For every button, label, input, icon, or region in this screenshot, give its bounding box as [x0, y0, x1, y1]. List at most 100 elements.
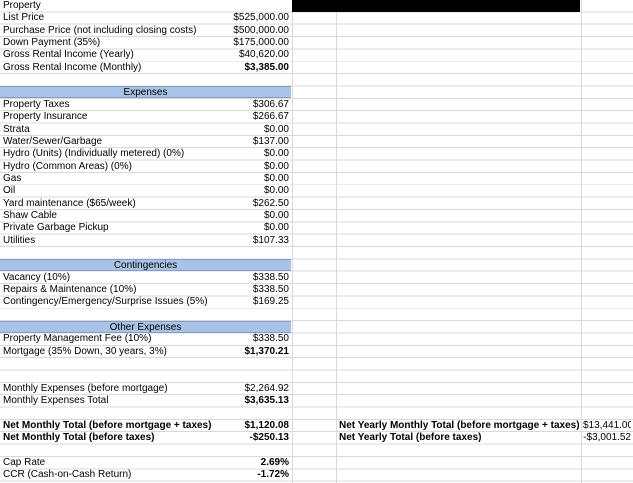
label-cell[interactable]: Property Management Fee (10%): [3, 333, 152, 345]
value-cell[interactable]: $0.00: [263, 209, 289, 221]
value-cell[interactable]: $0.00: [263, 160, 289, 172]
label-cell[interactable]: Strata: [3, 123, 30, 135]
sheet-row: Cap Rate 2.69%: [0, 457, 633, 469]
label-cell[interactable]: Shaw Cable: [3, 209, 57, 221]
sheet-row: Vacancy (10%) $338.50: [0, 272, 633, 284]
sheet-row: Mortgage (35% Down, 30 years, 3%) $1,370…: [0, 346, 633, 358]
sheet-row: Hydro (Units) (Individually metered) (0%…: [0, 148, 633, 160]
sheet-row: Property: [0, 0, 633, 12]
title-bar-fill: [292, 0, 580, 12]
sheet-row: CCR (Cash-on-Cash Return) -1.72%: [0, 469, 633, 481]
sheet-row: Repairs & Maintenance (10%) $338.50: [0, 284, 633, 296]
value-cell[interactable]: $1,120.08: [244, 420, 290, 432]
label-cell[interactable]: Water/Sewer/Garbage: [3, 135, 103, 147]
label-cell[interactable]: Oil: [3, 185, 16, 197]
label-cell[interactable]: Property Taxes: [3, 98, 70, 110]
value-cell[interactable]: $0.00: [263, 222, 289, 234]
sheet-row: Oil $0.00: [0, 185, 633, 197]
sheet-row: Property Management Fee (10%) $338.50: [0, 333, 633, 345]
sheet-row: Monthly Expenses Total $3,635.13: [0, 395, 633, 407]
label-cell[interactable]: Private Garbage Pickup: [3, 222, 109, 234]
sheet-row: Down Payment (35%) $175,000.00: [0, 37, 633, 49]
sheet-row: Purchase Price (not including closing co…: [0, 25, 633, 37]
property-label-cell[interactable]: Property: [3, 0, 41, 11]
value-cell[interactable]: $175,000.00: [233, 37, 289, 49]
value-cell[interactable]: $0.00: [263, 148, 289, 160]
value-cell[interactable]: $2,264.92: [244, 383, 290, 394]
sheet-row: Utilities $107.33: [0, 235, 633, 247]
value-cell[interactable]: $338.50: [252, 284, 289, 296]
sheet-row: Other Expenses: [0, 321, 633, 334]
sheet-row: Yard maintenance ($65/week) $262.50: [0, 198, 633, 210]
section-header-contingencies[interactable]: Contingencies: [0, 259, 291, 272]
right-label-cell[interactable]: Net Yearly Total (before taxes): [339, 432, 482, 444]
value-cell[interactable]: $306.67: [252, 98, 289, 110]
label-cell[interactable]: Monthly Expenses Total: [3, 395, 109, 407]
label-cell[interactable]: Contingency/Emergency/Surprise Issues (5…: [3, 296, 208, 308]
sheet-row: Contingency/Emergency/Surprise Issues (5…: [0, 296, 633, 308]
value-cell[interactable]: $338.50: [252, 271, 289, 283]
sheet-row: Net Monthly Total (before taxes) -$250.1…: [0, 432, 633, 444]
sheet-row: Private Garbage Pickup $0.00: [0, 222, 633, 234]
value-cell[interactable]: $0.00: [263, 123, 289, 135]
sheet-row: Property Taxes $306.67: [0, 99, 633, 111]
sheet-row: Water/Sewer/Garbage $137.00: [0, 136, 633, 148]
column-divider: [292, 0, 293, 483]
label-cell[interactable]: Cap Rate: [3, 457, 46, 469]
label-cell[interactable]: Net Monthly Total (before taxes): [3, 432, 155, 444]
sheet-row: Gas $0.00: [0, 173, 633, 185]
value-cell[interactable]: $338.50: [252, 333, 289, 345]
label-cell[interactable]: List Price: [3, 12, 45, 24]
value-cell[interactable]: $525,000.00: [233, 12, 289, 24]
label-cell[interactable]: Mortgage (35% Down, 30 years, 3%): [3, 345, 167, 357]
value-cell[interactable]: $3,385.00: [244, 61, 290, 73]
sheet-row: List Price $525,000.00: [0, 12, 633, 24]
value-cell[interactable]: $500,000.00: [233, 24, 289, 36]
right-value-cell[interactable]: -$3,001.52: [583, 432, 631, 444]
value-cell[interactable]: $137.00: [252, 135, 289, 147]
value-cell[interactable]: $266.67: [252, 111, 289, 123]
sheet-row: Hydro (Common Areas) (0%) $0.00: [0, 161, 633, 173]
label-cell[interactable]: Gross Rental Income (Monthly): [3, 61, 142, 73]
sheet-row: Gross Rental Income (Yearly) $40,620.00: [0, 49, 633, 61]
value-cell[interactable]: $1,370.21: [244, 345, 290, 357]
label-cell[interactable]: Hydro (Units) (Individually metered) (0%…: [3, 148, 185, 160]
value-cell[interactable]: $0.00: [263, 185, 289, 197]
section-header-expenses[interactable]: Expenses: [0, 86, 291, 99]
label-cell[interactable]: Yard maintenance ($65/week): [3, 197, 136, 209]
value-cell[interactable]: $107.33: [252, 234, 289, 246]
right-value-cell[interactable]: $13,441.00: [583, 420, 631, 432]
value-cell[interactable]: $169.25: [252, 296, 289, 308]
right-label-cell[interactable]: Net Yearly Monthly Total (before mortgag…: [339, 420, 580, 432]
label-cell[interactable]: Property Insurance: [3, 111, 88, 123]
label-cell[interactable]: Down Payment (35%): [3, 37, 101, 49]
label-cell[interactable]: Repairs & Maintenance (10%): [3, 284, 137, 296]
label-cell[interactable]: Gross Rental Income (Yearly): [3, 49, 134, 61]
label-cell[interactable]: Vacancy (10%): [3, 271, 71, 283]
sheet-row: Monthly Expenses (before mortgage) $2,26…: [0, 383, 633, 395]
label-cell[interactable]: CCR (Cash-on-Cash Return): [3, 469, 132, 481]
column-divider: [581, 0, 582, 483]
value-cell[interactable]: $262.50: [252, 197, 289, 209]
section-header-other-expenses[interactable]: Other Expenses: [0, 321, 291, 334]
label-cell[interactable]: Purchase Price (not including closing co…: [3, 24, 197, 36]
sheet-row: Shaw Cable $0.00: [0, 210, 633, 222]
value-cell[interactable]: -$250.13: [249, 432, 289, 444]
value-cell[interactable]: $3,635.13: [244, 395, 290, 407]
sheet-row: Contingencies: [0, 259, 633, 272]
label-cell[interactable]: Monthly Expenses (before mortgage): [3, 383, 168, 394]
value-cell[interactable]: $0.00: [263, 172, 289, 184]
label-cell[interactable]: Net Monthly Total (before mortgage + tax…: [3, 420, 212, 432]
column-divider: [336, 0, 337, 483]
value-cell[interactable]: $40,620.00: [238, 49, 289, 61]
sheet-row: Expenses: [0, 86, 633, 99]
sheet-row: Net Monthly Total (before mortgage + tax…: [0, 420, 633, 432]
value-cell[interactable]: 2.69%: [260, 457, 289, 469]
label-cell[interactable]: Hydro (Common Areas) (0%): [3, 160, 132, 172]
sheet-row: Gross Rental Income (Monthly) $3,385.00: [0, 62, 633, 74]
label-cell[interactable]: Gas: [3, 172, 22, 184]
sheet-row: Strata $0.00: [0, 124, 633, 136]
value-cell[interactable]: -1.72%: [257, 469, 289, 481]
label-cell[interactable]: Utilities: [3, 234, 36, 246]
